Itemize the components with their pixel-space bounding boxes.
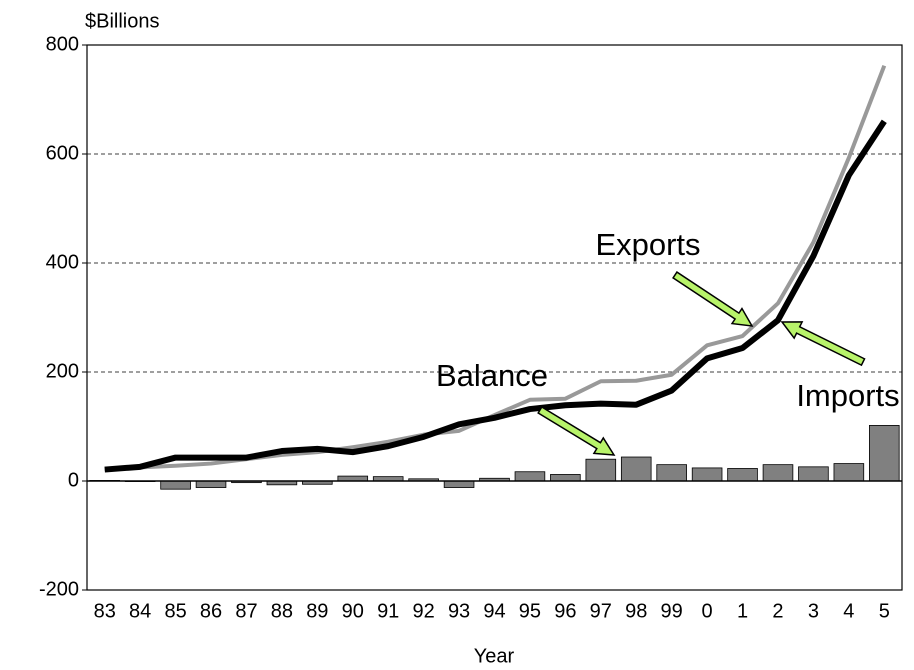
y-tick-label: 0 <box>68 469 79 491</box>
x-tick-label: 84 <box>129 600 151 622</box>
x-tick-label: 0 <box>702 600 713 622</box>
bar <box>833 463 865 482</box>
line-series <box>104 64 887 472</box>
x-tick-label: 96 <box>554 600 576 622</box>
series-annotation: Imports <box>796 378 899 413</box>
x-tick-label: 2 <box>772 600 783 622</box>
arrow <box>537 405 616 456</box>
plot-area <box>86 44 903 591</box>
line-series <box>104 119 887 473</box>
x-tick-label: 90 <box>342 600 364 622</box>
bar <box>656 464 687 482</box>
x-tick-label: 5 <box>879 600 890 622</box>
x-tick-label: 99 <box>661 600 683 622</box>
bar <box>585 458 617 482</box>
bar <box>550 474 581 482</box>
y-tick-label: -200 <box>39 578 79 600</box>
y-tick-label: 600 <box>46 142 79 164</box>
x-tick-label: 88 <box>271 600 293 622</box>
arrow <box>672 271 754 327</box>
x-tick-label: 94 <box>483 600 505 622</box>
arrow <box>780 321 866 367</box>
bar <box>514 471 546 482</box>
y-unit-label: $Billions <box>85 10 159 32</box>
bar <box>869 425 900 482</box>
x-tick-label: 98 <box>625 600 647 622</box>
y-tick-label: 800 <box>46 33 79 55</box>
x-tick-label: 4 <box>843 600 854 622</box>
series-annotation: Exports <box>595 227 700 262</box>
y-tick-label: 400 <box>46 251 79 273</box>
bar <box>727 468 758 482</box>
x-tick-label: 1 <box>737 600 748 622</box>
x-tick-label: 89 <box>306 600 328 622</box>
x-tick-label: 92 <box>413 600 435 622</box>
bar <box>798 466 829 482</box>
bar <box>195 480 227 488</box>
x-tick-label: 3 <box>808 600 819 622</box>
y-tick-label: 200 <box>46 360 79 382</box>
x-tick-label: 87 <box>235 600 257 622</box>
x-tick-label: 91 <box>377 600 399 622</box>
x-axis-label: Year <box>474 645 515 667</box>
x-tick-label: 95 <box>519 600 541 622</box>
bar <box>160 480 191 490</box>
x-tick-label: 83 <box>94 600 116 622</box>
x-tick-label: 93 <box>448 600 470 622</box>
bar <box>443 480 475 488</box>
bar <box>691 467 723 482</box>
bar <box>762 464 794 482</box>
x-tick-label: 97 <box>590 600 612 622</box>
x-tick-label: 85 <box>164 600 186 622</box>
x-tick-label: 86 <box>200 600 222 622</box>
series-annotation: Balance <box>436 358 548 393</box>
bar <box>620 456 652 482</box>
